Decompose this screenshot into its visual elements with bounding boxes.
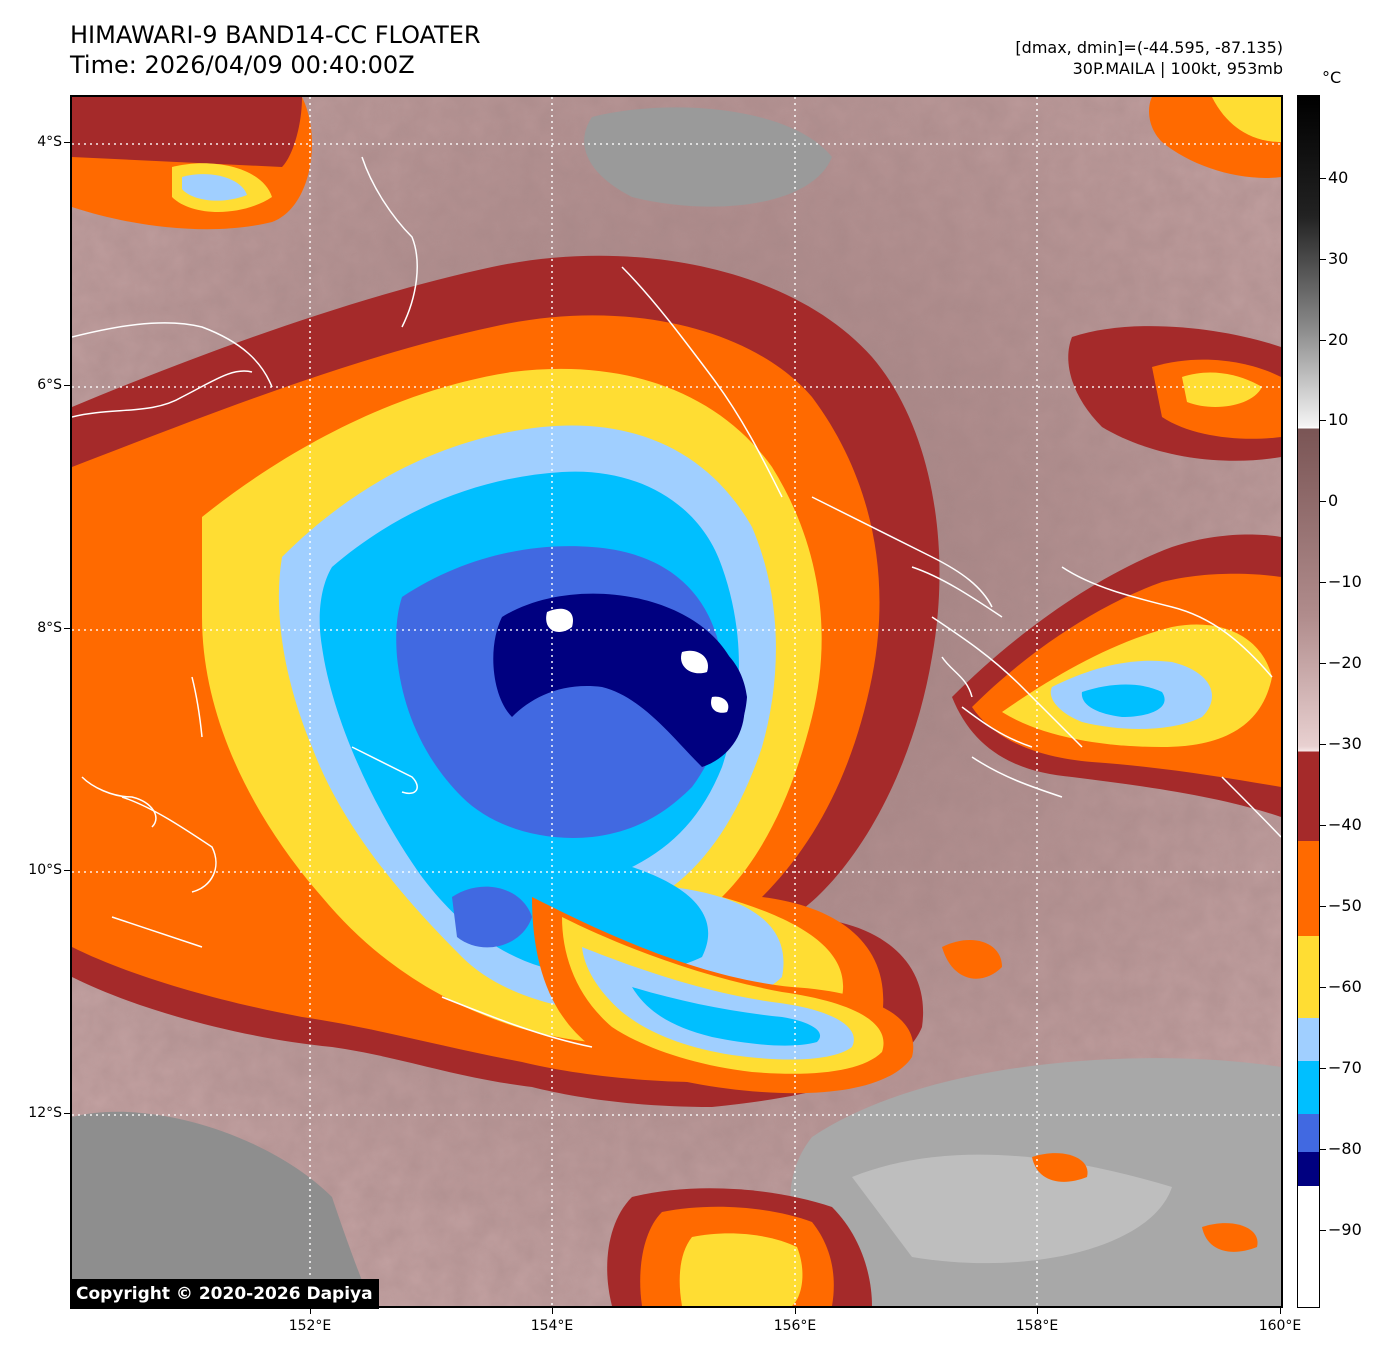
colorbar-tick — [1320, 582, 1326, 583]
colorbar-tick — [1320, 663, 1326, 664]
lon-tick — [1280, 1308, 1281, 1314]
colorbar-label: −60 — [1328, 977, 1362, 996]
colorbar-tick — [1320, 987, 1326, 988]
colorbar-label: −20 — [1328, 653, 1362, 672]
colorbar — [1297, 95, 1320, 1308]
lon-tick — [1037, 1308, 1038, 1314]
lat-tick — [64, 142, 70, 143]
colorbar-tick — [1320, 825, 1326, 826]
colorbar-tick — [1320, 420, 1326, 421]
lon-tick — [795, 1308, 796, 1314]
colorbar-tick — [1320, 259, 1326, 260]
satellite-map — [70, 95, 1283, 1308]
lat-tick — [64, 628, 70, 629]
colorbar-label: −30 — [1328, 734, 1362, 753]
warm-area-southwest — [72, 1111, 372, 1306]
lat-label-6s: 6°S — [37, 377, 62, 393]
copyright-label: Copyright © 2020-2026 Dapiya — [70, 1279, 379, 1309]
colorbar-tick — [1320, 340, 1326, 341]
lon-label-152e: 152°E — [288, 1318, 332, 1334]
colorbar-tick — [1320, 178, 1326, 179]
colorbar-label: −90 — [1328, 1220, 1362, 1239]
colorbar-label: −70 — [1328, 1058, 1362, 1077]
colorbar-tick — [1320, 1068, 1326, 1069]
colorbar-label: −10 — [1328, 572, 1362, 591]
colorbar-label: −50 — [1328, 896, 1362, 915]
colorbar-tick — [1320, 1230, 1326, 1231]
lat-label-12s: 12°S — [28, 1105, 62, 1121]
colorbar-tick — [1320, 1149, 1326, 1150]
colorbar-tick — [1320, 744, 1326, 745]
colorbar-label: 10 — [1328, 410, 1349, 429]
lon-tick — [552, 1308, 553, 1314]
colorbar-tick — [1320, 501, 1326, 502]
colorbar-label: −80 — [1328, 1139, 1362, 1158]
colorbar-label: 0 — [1328, 491, 1339, 510]
colorbar-label: 40 — [1328, 168, 1349, 187]
storm-meta: [dmax, dmin]=(-44.595, -87.135) 30P.MAIL… — [1015, 37, 1283, 79]
dmax-dmin-text: [dmax, dmin]=(-44.595, -87.135) — [1015, 38, 1283, 57]
colorbar-label: 20 — [1328, 330, 1349, 349]
lat-label-4s: 4°S — [37, 134, 62, 150]
colorbar-label: 30 — [1328, 249, 1349, 268]
satellite-imagery — [72, 97, 1281, 1306]
storm-info-text: 30P.MAILA | 100kt, 953mb — [1072, 59, 1283, 78]
lat-tick — [64, 1113, 70, 1114]
coastlines — [72, 156, 1281, 1048]
lat-label-10s: 10°S — [28, 862, 62, 878]
colorbar-label: −40 — [1328, 815, 1362, 834]
colorbar-tick — [1320, 906, 1326, 907]
lon-label-158e: 158°E — [1015, 1318, 1059, 1334]
lon-tick — [310, 1308, 311, 1314]
chart-title: HIMAWARI-9 BAND14-CC FLOATER — [70, 21, 481, 49]
chart-time: Time: 2026/04/09 00:40:00Z — [70, 51, 415, 79]
warm-area-north — [584, 107, 832, 207]
lat-tick — [64, 385, 70, 386]
lon-label-156e: 156°E — [773, 1318, 817, 1334]
lat-label-8s: 8°S — [37, 620, 62, 636]
lon-label-154e: 154°E — [530, 1318, 574, 1334]
colorbar-unit: °C — [1322, 68, 1342, 87]
lat-tick — [64, 870, 70, 871]
cloud-cell-se — [942, 939, 1002, 979]
lon-label-160e: 160°E — [1258, 1318, 1302, 1334]
